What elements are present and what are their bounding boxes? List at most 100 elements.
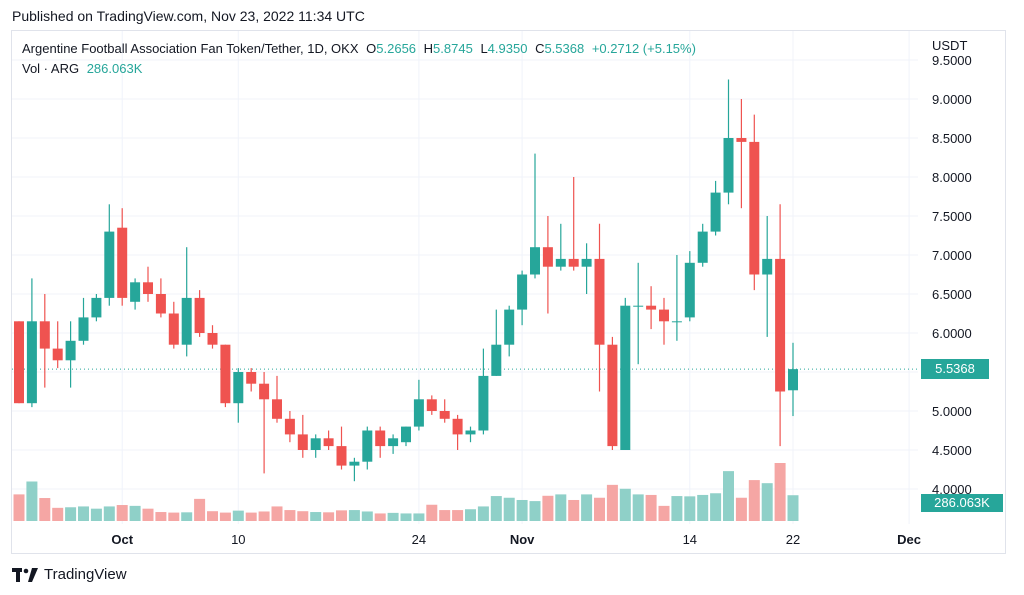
candle-body — [323, 438, 334, 447]
volume-bar — [477, 506, 489, 521]
y-tick-label: 4.0000 — [932, 482, 972, 497]
candle-body — [465, 430, 476, 435]
candle-body — [736, 138, 747, 142]
volume-bar — [426, 504, 438, 521]
candle-body — [504, 309, 515, 345]
candle-body — [181, 297, 192, 345]
volume-bar — [116, 505, 128, 521]
candle-body — [530, 247, 540, 275]
candle-body — [620, 305, 631, 450]
volume-bar — [232, 510, 244, 521]
candle-body — [581, 258, 592, 267]
volume-bar — [65, 507, 77, 521]
footer-brand[interactable]: TradingView — [12, 566, 127, 583]
currency-label: USDT — [932, 38, 968, 53]
volume-bar — [297, 511, 309, 521]
volume-bar — [619, 488, 631, 521]
candle-body — [375, 430, 386, 447]
candle-body — [143, 282, 153, 294]
candle-body — [671, 321, 682, 323]
candle-body — [723, 138, 734, 193]
last-volume-tag: 286.063K — [921, 494, 1003, 513]
volume-bar — [374, 513, 386, 521]
candle-body — [401, 426, 411, 443]
candle-body — [710, 192, 721, 232]
candle-body — [517, 274, 528, 310]
low-key: L — [480, 41, 488, 56]
volume-bar — [581, 494, 593, 521]
x-tick-label: 14 — [683, 532, 697, 547]
candle-body — [452, 418, 463, 435]
y-tick-label: 7.5000 — [932, 209, 972, 224]
y-tick-label: 9.0000 — [932, 92, 972, 107]
ohlc-legend: Argentine Football Association Fan Token… — [22, 41, 700, 56]
volume-bar — [452, 510, 464, 521]
candle-body — [39, 321, 50, 349]
open-key: O — [366, 41, 377, 56]
candle-body — [310, 438, 321, 450]
candle-body — [284, 418, 295, 435]
candle-body — [607, 344, 618, 447]
candle-body — [65, 340, 76, 361]
change-value: +0.2712 (+5.15%) — [591, 41, 696, 56]
candle-body — [788, 369, 798, 391]
candle-body — [684, 262, 695, 318]
volume-bar — [90, 508, 102, 521]
volume-bar — [710, 493, 722, 521]
volume-bar — [207, 511, 218, 521]
volume-bar — [568, 499, 580, 521]
footer-brand-label: TradingView — [44, 566, 127, 583]
y-tick-label: 8.0000 — [932, 170, 972, 185]
x-tick-label: Nov — [510, 532, 535, 547]
volume-bar — [323, 512, 335, 521]
volume-bar — [761, 483, 773, 521]
x-tick-label: 10 — [231, 532, 245, 547]
x-tick-label: 24 — [412, 532, 426, 547]
y-tick-label: 6.5000 — [932, 287, 972, 302]
candle-body — [233, 372, 244, 404]
candle-body — [362, 430, 373, 462]
y-tick-label: 8.5000 — [932, 131, 972, 146]
volume-bar — [181, 512, 193, 521]
close-key: C — [535, 41, 545, 56]
candle-body — [633, 305, 644, 307]
candle-body — [762, 258, 773, 275]
low-value: 4.9350 — [487, 41, 528, 56]
volume-bar — [671, 496, 683, 521]
candle-body — [78, 317, 89, 341]
candle-body — [220, 344, 231, 404]
candle-body — [439, 411, 450, 419]
volume-bar — [194, 498, 206, 521]
volume-bar — [168, 512, 180, 521]
candle-body — [594, 258, 605, 345]
volume-bar — [258, 511, 270, 521]
volume-bar — [361, 511, 373, 521]
candle-body — [168, 313, 179, 345]
candle-body — [697, 231, 708, 263]
volume-bar — [594, 497, 605, 521]
candle-body — [542, 247, 553, 267]
volume-bar — [142, 508, 154, 521]
volume-bar — [400, 513, 412, 521]
candle-body — [568, 258, 579, 267]
volume-bar — [774, 463, 786, 521]
x-tick-label: Oct — [111, 532, 133, 547]
volume-bar — [413, 513, 425, 521]
volume-bar — [39, 498, 51, 521]
open-value: 5.2656 — [376, 41, 417, 56]
volume-bar — [465, 509, 476, 521]
chart-frame — [11, 30, 1006, 554]
volume-bar — [310, 512, 322, 521]
volume-bar — [155, 512, 167, 521]
candle-body — [349, 461, 360, 466]
candle-body — [259, 383, 270, 400]
candle-body — [491, 344, 502, 376]
candle-body — [555, 258, 566, 267]
y-tick-label: 4.5000 — [932, 443, 972, 458]
volume-bar — [245, 512, 257, 521]
candle-body — [646, 305, 657, 310]
volume-bar — [632, 494, 644, 521]
close-value: 5.5368 — [544, 41, 585, 56]
volume-bar — [490, 496, 502, 521]
